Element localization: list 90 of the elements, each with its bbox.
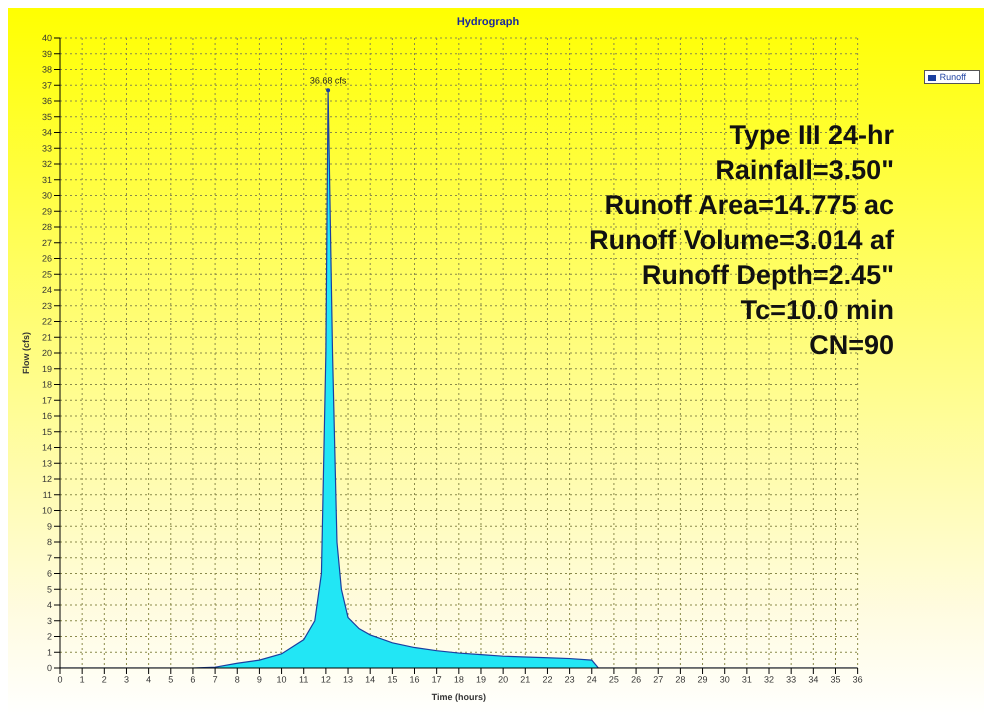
y-tick-label: 34 <box>42 128 52 138</box>
x-tick-label: 8 <box>234 674 240 684</box>
annotation: Runoff Volume=3.014 af <box>589 224 894 257</box>
y-tick-label: 7 <box>46 552 52 563</box>
y-tick-label: 10 <box>42 506 52 516</box>
x-tick-label: 2 <box>102 674 107 684</box>
y-tick-label: 30 <box>42 190 52 201</box>
y-tick-label: 5 <box>46 584 52 594</box>
x-tick-label: 10 <box>276 674 287 684</box>
y-tick-label: 17 <box>42 395 52 406</box>
x-tick-label: 36 <box>852 674 863 684</box>
y-tick-label: 4 <box>46 600 52 610</box>
y-tick-label: 19 <box>42 364 52 374</box>
y-tick-label: 32 <box>42 159 52 170</box>
x-tick-label: 35 <box>830 674 840 684</box>
y-tick-label: 40 <box>42 33 52 44</box>
x-tick-label: 19 <box>476 674 486 684</box>
x-tick-label: 22 <box>542 674 552 684</box>
x-tick-label: 31 <box>742 674 752 684</box>
y-tick-label: 8 <box>46 537 52 548</box>
y-tick-label: 39 <box>42 48 52 59</box>
x-tick-label: 26 <box>631 674 642 684</box>
x-tick-label: 9 <box>256 674 262 684</box>
legend-label: Runoff <box>940 72 966 82</box>
x-tick-label: 1 <box>80 674 85 684</box>
x-tick-label: 18 <box>454 674 464 684</box>
chart-title: Hydrograph <box>456 16 520 28</box>
x-tick-label: 21 <box>520 674 530 684</box>
y-axis-title: Flow (cfs) <box>21 332 32 374</box>
x-tick-label: 5 <box>168 674 174 684</box>
y-tick-label: 2 <box>46 632 52 642</box>
y-tick-label: 3 <box>46 616 52 626</box>
x-tick-label: 24 <box>586 674 597 684</box>
x-tick-label: 0 <box>57 674 63 684</box>
y-tick-label: 37 <box>42 80 52 90</box>
y-tick-label: 18 <box>42 380 52 390</box>
x-tick-label: 32 <box>764 674 774 684</box>
x-tick-label: 23 <box>564 674 575 684</box>
x-tick-label: 11 <box>299 674 308 684</box>
y-tick-label: 21 <box>42 332 52 342</box>
y-tick-label: 22 <box>42 316 52 327</box>
y-tick-label: 27 <box>42 238 52 248</box>
annotation: Tc=10.0 min <box>740 294 894 327</box>
y-tick-label: 29 <box>42 206 52 216</box>
y-tick-label: 28 <box>42 222 52 232</box>
y-tick-label: 25 <box>42 269 52 280</box>
x-tick-label: 33 <box>786 674 796 684</box>
y-tick-label: 6 <box>46 568 52 579</box>
y-tick-label: 14 <box>42 442 52 453</box>
annotation: Rainfall=3.50" <box>714 154 894 187</box>
x-tick-label: 7 <box>212 674 218 684</box>
annotation: Runoff Depth=2.45" <box>640 259 894 292</box>
x-tick-label: 34 <box>808 674 818 684</box>
x-tick-label: 3 <box>124 674 129 684</box>
x-tick-label: 14 <box>365 674 376 684</box>
y-tick-label: 23 <box>42 300 52 311</box>
x-tick-label: 15 <box>387 674 398 684</box>
y-tick-label: 38 <box>42 64 52 75</box>
x-tick-label: 20 <box>498 674 508 684</box>
y-tick-label: 0 <box>46 663 52 674</box>
x-tick-label: 13 <box>343 674 354 684</box>
y-tick-label: 11 <box>42 490 52 500</box>
y-tick-label: 12 <box>42 474 52 484</box>
x-tick-label: 6 <box>190 674 196 684</box>
x-tick-label: 30 <box>720 674 730 684</box>
annotation: Runoff Area=14.775 ac <box>604 189 894 222</box>
x-tick-label: 4 <box>146 674 152 684</box>
x-tick-label: 25 <box>608 674 619 684</box>
x-tick-label: 27 <box>653 674 664 684</box>
annotation: 36.68 cfs <box>310 75 347 86</box>
y-tick-label: 13 <box>42 458 52 468</box>
y-tick-label: 9 <box>46 521 52 532</box>
x-tick-label: 16 <box>410 674 420 684</box>
y-tick-label: 1 <box>46 647 52 658</box>
annotation: CN=90 <box>808 329 894 362</box>
y-tick-label: 36 <box>42 96 52 106</box>
y-tick-label: 16 <box>42 411 52 422</box>
y-tick-label: 20 <box>42 348 52 358</box>
y-tick-label: 31 <box>42 174 52 185</box>
annotation: Type III 24-hr <box>728 119 894 152</box>
y-tick-label: 15 <box>42 426 52 437</box>
x-tick-label: 12 <box>320 674 331 684</box>
x-axis-title: Time (hours) <box>432 692 486 702</box>
x-tick-label: 29 <box>698 674 708 684</box>
y-tick-label: 24 <box>42 285 52 296</box>
x-tick-label: 17 <box>432 674 442 684</box>
y-tick-label: 33 <box>42 143 52 154</box>
x-tick-label: 28 <box>675 674 686 684</box>
y-tick-label: 26 <box>42 254 52 264</box>
y-tick-label: 35 <box>42 112 52 122</box>
